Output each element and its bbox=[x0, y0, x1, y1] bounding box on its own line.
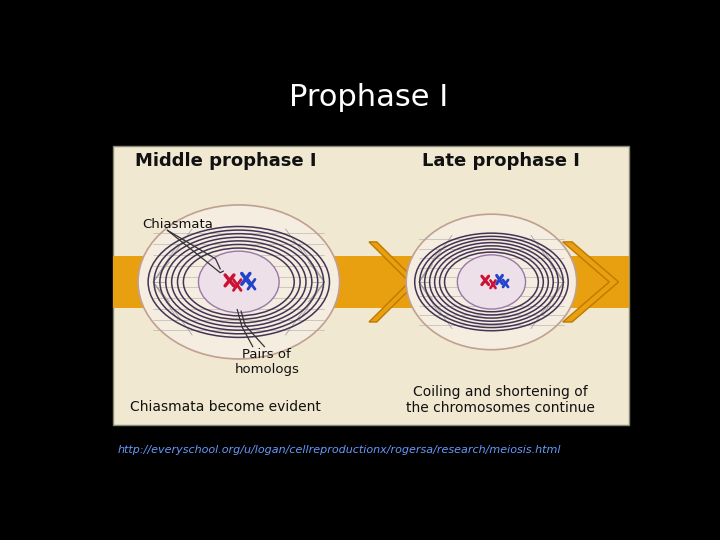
Text: Chiasmata become evident: Chiasmata become evident bbox=[130, 401, 321, 415]
Ellipse shape bbox=[199, 251, 279, 313]
Text: Chiasmata: Chiasmata bbox=[143, 219, 214, 232]
Text: http://everyschool.org/u/logan/cellreproductionx/rogersa/research/meiosis.html: http://everyschool.org/u/logan/cellrepro… bbox=[117, 445, 561, 455]
Bar bbox=[113, 256, 629, 308]
Bar bbox=[113, 146, 629, 425]
Ellipse shape bbox=[457, 255, 526, 309]
Ellipse shape bbox=[406, 214, 577, 350]
Text: Pairs of
homologs: Pairs of homologs bbox=[234, 348, 299, 376]
Text: Prophase I: Prophase I bbox=[289, 83, 449, 112]
Polygon shape bbox=[563, 242, 618, 322]
Polygon shape bbox=[369, 242, 417, 322]
Text: Late prophase I: Late prophase I bbox=[422, 152, 580, 170]
Text: Coiling and shortening of
the chromosomes continue: Coiling and shortening of the chromosome… bbox=[406, 384, 595, 415]
Ellipse shape bbox=[138, 205, 340, 359]
Text: Middle prophase I: Middle prophase I bbox=[135, 152, 316, 170]
